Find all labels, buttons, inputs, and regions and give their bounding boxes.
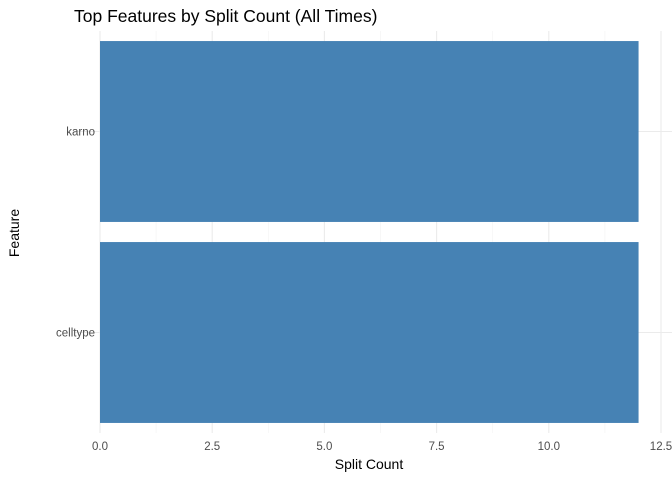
y-tick-label: karno	[66, 127, 95, 139]
chart-title: Top Features by Split Count (All Times)	[74, 6, 377, 26]
bar-karno	[100, 41, 639, 222]
bars	[100, 41, 639, 423]
y-axis-ticks: karno celltype	[56, 127, 95, 340]
y-tick-label: celltype	[56, 328, 95, 340]
y-axis-label: Feature	[6, 209, 22, 257]
x-tick-label: 12.5	[650, 441, 672, 453]
x-tick-label: 0.0	[92, 441, 108, 453]
x-axis-label: Split Count	[335, 456, 404, 472]
x-tick-label: 10.0	[538, 441, 560, 453]
bar-celltype	[100, 242, 639, 423]
x-tick-label: 7.5	[429, 441, 445, 453]
x-axis-ticks: 0.0 2.5 5.0 7.5 10.0 12.5	[92, 441, 672, 453]
x-tick-label: 2.5	[204, 441, 220, 453]
x-tick-label: 5.0	[316, 441, 332, 453]
